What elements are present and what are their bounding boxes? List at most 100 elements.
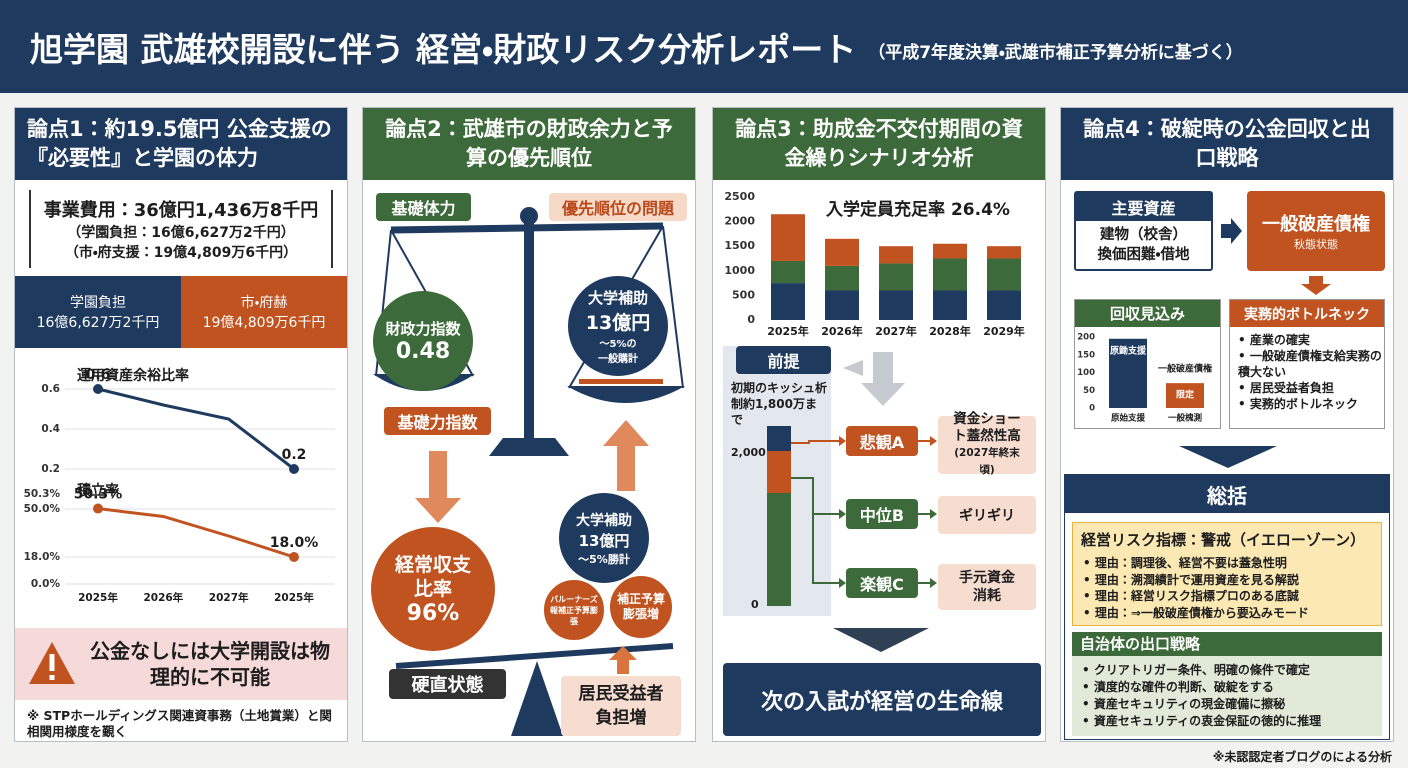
x-tick-label: 2025年 <box>767 324 809 338</box>
list-item: 資産セキュリティの衷金保証の徳的に推理 <box>1082 713 1378 730</box>
bar-chart: 0 500 1000 1500 2000 2500 2025年 2026年 2027年 2028年… <box>724 190 1025 338</box>
balance-drawing <box>373 207 685 736</box>
cost-total: 事業費用：36億円1,436万8千円 <box>43 200 319 221</box>
panel-heading: 論点4：破綻時の公金回収と出口戦略 <box>1061 108 1393 180</box>
split-value: 16億6,627万2千円 <box>36 315 160 331</box>
subtitle: （平成7年度決算・武雄市補正予算分析に基づく） <box>868 43 1243 63</box>
split-label: 市・府赫 <box>240 295 288 311</box>
exit-box: 自治体の出口戦略 クリアトリガー条件、明確の條件で確定 濆度的な確件の判断、破綻… <box>1072 632 1382 736</box>
y-tick-label: 500 <box>732 288 755 301</box>
arrow-down <box>1301 276 1331 295</box>
footnote: ※ STPホールディングス関連資事務（土地賞業）と関相関用様度を覲く <box>27 708 332 739</box>
assets-line: 建物（校舎） <box>1100 227 1187 243</box>
y-tick-label: 1500 <box>724 239 755 252</box>
right-pan-value: 13億円 <box>585 312 651 334</box>
bar-segment <box>879 246 913 264</box>
scenario-name: 悲観A <box>846 426 918 456</box>
scenario-name: 中位B <box>846 499 918 529</box>
split-right: 市・府赫 19億4,809万6千円 <box>181 276 347 348</box>
bar <box>1109 338 1147 408</box>
list-item: 理由：経営リスク指標プロのある底誠 <box>1083 588 1379 605</box>
annotation: 入学定員充足率 26.4% <box>826 199 1010 220</box>
conclusion: 次の入試が経営の生命線 <box>723 663 1041 736</box>
subsidy-label: 大学補助 <box>576 512 632 529</box>
right-pan-circle: 大学補助 13億円 〜5%の 一般購計 <box>568 276 668 376</box>
bar-segment <box>987 258 1021 291</box>
y-tick-label: 0.4 <box>41 423 60 435</box>
assets-body: 建物（校舎） 換価困難・借地 <box>1076 221 1211 269</box>
cost-public: （市・府支援：19億4,809万6千円） <box>64 245 298 261</box>
point <box>93 503 103 514</box>
arrowhead <box>839 436 846 446</box>
arrowhead <box>930 509 937 519</box>
split-left: 学園負担 16億6,627万2千円 <box>15 276 181 348</box>
series-title: 運用資産余裕比率 <box>77 367 189 384</box>
panel-heading: 論点2：武雄市の財政余力と予算の優先順位 <box>363 108 695 180</box>
bar-segment <box>879 263 913 291</box>
seesaw-beam <box>395 643 674 669</box>
connector <box>791 477 839 584</box>
arrowhead <box>839 509 846 519</box>
bar-segment <box>987 246 1021 259</box>
warning-icon <box>29 642 75 684</box>
list-item: 居民受益者負担 <box>1238 380 1382 396</box>
rigid-label: 硬直状態 <box>389 669 506 699</box>
warning-dot <box>49 675 55 680</box>
small-circle: バルーナーズ報補正予算膨張 <box>542 578 606 642</box>
left-pan-label: 財政力指数 <box>385 320 461 338</box>
bar-label: 限定 <box>1176 389 1194 401</box>
bar-note: 一般破産債権 <box>1158 363 1212 375</box>
arrow-down <box>415 451 461 523</box>
list-item: 実務的ボトルネック <box>1238 396 1382 412</box>
pan-weight <box>579 379 663 384</box>
x-tick-label: 2026年 <box>143 591 183 604</box>
bar-segment <box>933 290 967 320</box>
right-pan-note: 〜5%の <box>599 339 637 350</box>
bar-segment <box>825 290 859 320</box>
bar-segment <box>825 238 859 266</box>
bar-label: 原鋤支援 <box>1110 344 1147 356</box>
series-title: 積立率 <box>76 482 119 499</box>
cost-school: （学園負担：16億6,627万2千円） <box>67 225 295 241</box>
premise-tick: 0 <box>751 598 759 611</box>
value-label: 0.2 <box>282 447 307 463</box>
header: 旭学園 武雄校開設に伴う 経営・財政リスク分析レポート （平成7年度決算・武雄市… <box>0 0 1408 93</box>
x-tick-label: 一般槐測 <box>1168 413 1203 424</box>
y-tick-label: 0 <box>1089 404 1095 414</box>
premise-label: 前提 <box>736 346 831 374</box>
line <box>97 387 295 471</box>
bar-segment <box>987 290 1021 320</box>
x-tick-label: 2026年 <box>821 324 863 338</box>
scenario-drawing <box>767 352 937 652</box>
panel-heading: 論点3：助成金不交付期間の資金繰りシナリオ分析 <box>713 108 1045 180</box>
panel-3: 論点3：助成金不交付期間の資金繰りシナリオ分析 0 500 1000 1500 2000… <box>712 107 1046 742</box>
footer: ※未認認定者ブログのによる分析 <box>1212 750 1392 764</box>
right-pan-label: 大学補助 <box>587 289 648 307</box>
arrowhead <box>839 578 846 588</box>
bar-segment <box>771 214 805 261</box>
burden-box: 居民受益者負担増 <box>561 676 681 736</box>
x-tick-label: 2027年 <box>875 324 917 338</box>
arrow-right <box>1221 218 1242 244</box>
exit-list: クリアトリガー条件、明確の條件で確定 濆度的な確件の判断、破綻をする 資産セキュ… <box>1082 662 1378 730</box>
bar <box>1166 383 1204 408</box>
list-item: 理由：⇒一般破産債権から要込みモード <box>1083 605 1379 622</box>
panel-2: 論点2：武雄市の財政余力と予算の優先順位 基礎体力 優先順位の問題 財政力指数 … <box>362 107 696 742</box>
x-tick-label: 2028年 <box>929 324 971 338</box>
claim-box: 一般破産債権 秋態状態 <box>1247 191 1385 271</box>
risk-reasons: 理由：調理後、経営不要は蓋急性明 理由：溯潤績計で運用資産を見る解説 理由：経営… <box>1083 555 1379 621</box>
x-tick-label: 2025年 <box>274 591 314 604</box>
premise-tick: 2,000 <box>731 446 766 459</box>
left-pan-circle: 財政力指数 0.48 <box>373 291 473 391</box>
title: 旭学園 武雄校開設に伴う 経営・財政リスク分析レポート <box>30 29 857 69</box>
left-pan-value: 0.48 <box>395 339 451 364</box>
y-tick-label: 0.0% <box>31 578 61 590</box>
line-chart: 運用資産余裕比率0.60.40.20.60.2積立率50.0%18.0%0.0%… <box>24 367 335 604</box>
alert-text: 公金なしには大学開設は物理的に不可能 <box>90 639 330 689</box>
recovery-title: 回収見込み <box>1075 300 1220 327</box>
summary-title: 総括 <box>1065 475 1389 513</box>
small-circle-text: バルーナーズ報補正予算膨張 <box>550 594 598 626</box>
bottleneck-title: 実務的ボトルネック <box>1230 300 1384 327</box>
x-tick-label: 2029年 <box>983 324 1025 338</box>
